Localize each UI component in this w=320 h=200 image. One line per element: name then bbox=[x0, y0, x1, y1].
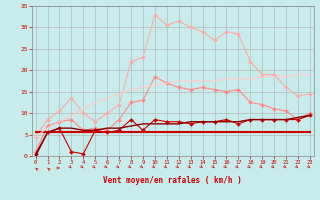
X-axis label: Vent moyen/en rafales ( km/h ): Vent moyen/en rafales ( km/h ) bbox=[103, 176, 242, 185]
